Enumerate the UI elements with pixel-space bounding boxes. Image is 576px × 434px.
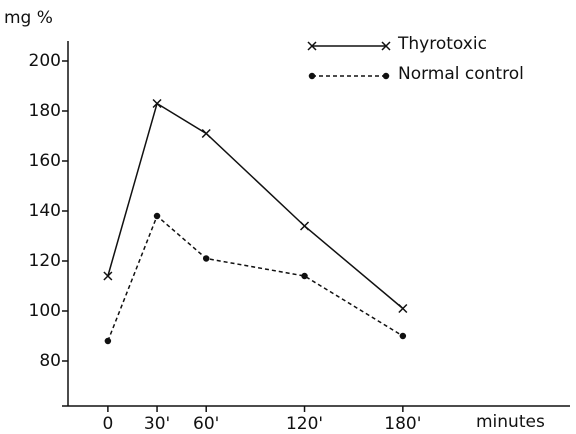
x-axis-label: minutes <box>476 412 545 432</box>
marker <box>399 332 407 340</box>
marker <box>153 212 161 220</box>
x-tick-label: 60' <box>193 414 219 434</box>
marker <box>382 72 390 80</box>
x-tick-label: 180' <box>384 414 421 434</box>
legend-label: Normal control <box>398 64 524 84</box>
y-axis-label: mg % <box>4 8 53 28</box>
y-tick-label: 80 <box>39 351 61 371</box>
marker <box>103 271 113 281</box>
x-tick-label: 0 <box>102 414 113 434</box>
x-tick-label: 30' <box>144 414 170 434</box>
series-line <box>107 214 404 342</box>
marker <box>202 255 210 262</box>
marker <box>308 72 316 80</box>
marker <box>299 221 310 231</box>
marker <box>381 41 391 51</box>
y-tick-label: 180 <box>29 101 61 121</box>
marker <box>307 41 317 51</box>
y-tick-label: 200 <box>29 51 61 71</box>
x-tick-label: 120' <box>286 414 323 434</box>
marker <box>301 272 308 280</box>
y-tick-label: 120 <box>29 251 61 271</box>
marker <box>201 128 211 139</box>
y-tick-label: 160 <box>29 151 61 171</box>
series-line <box>107 102 404 310</box>
marker <box>398 303 408 314</box>
marker <box>152 98 162 109</box>
y-tick-label: 140 <box>29 201 61 221</box>
marker <box>104 337 112 345</box>
legend-label: Thyrotoxic <box>397 34 487 54</box>
y-tick-label: 100 <box>29 301 61 321</box>
